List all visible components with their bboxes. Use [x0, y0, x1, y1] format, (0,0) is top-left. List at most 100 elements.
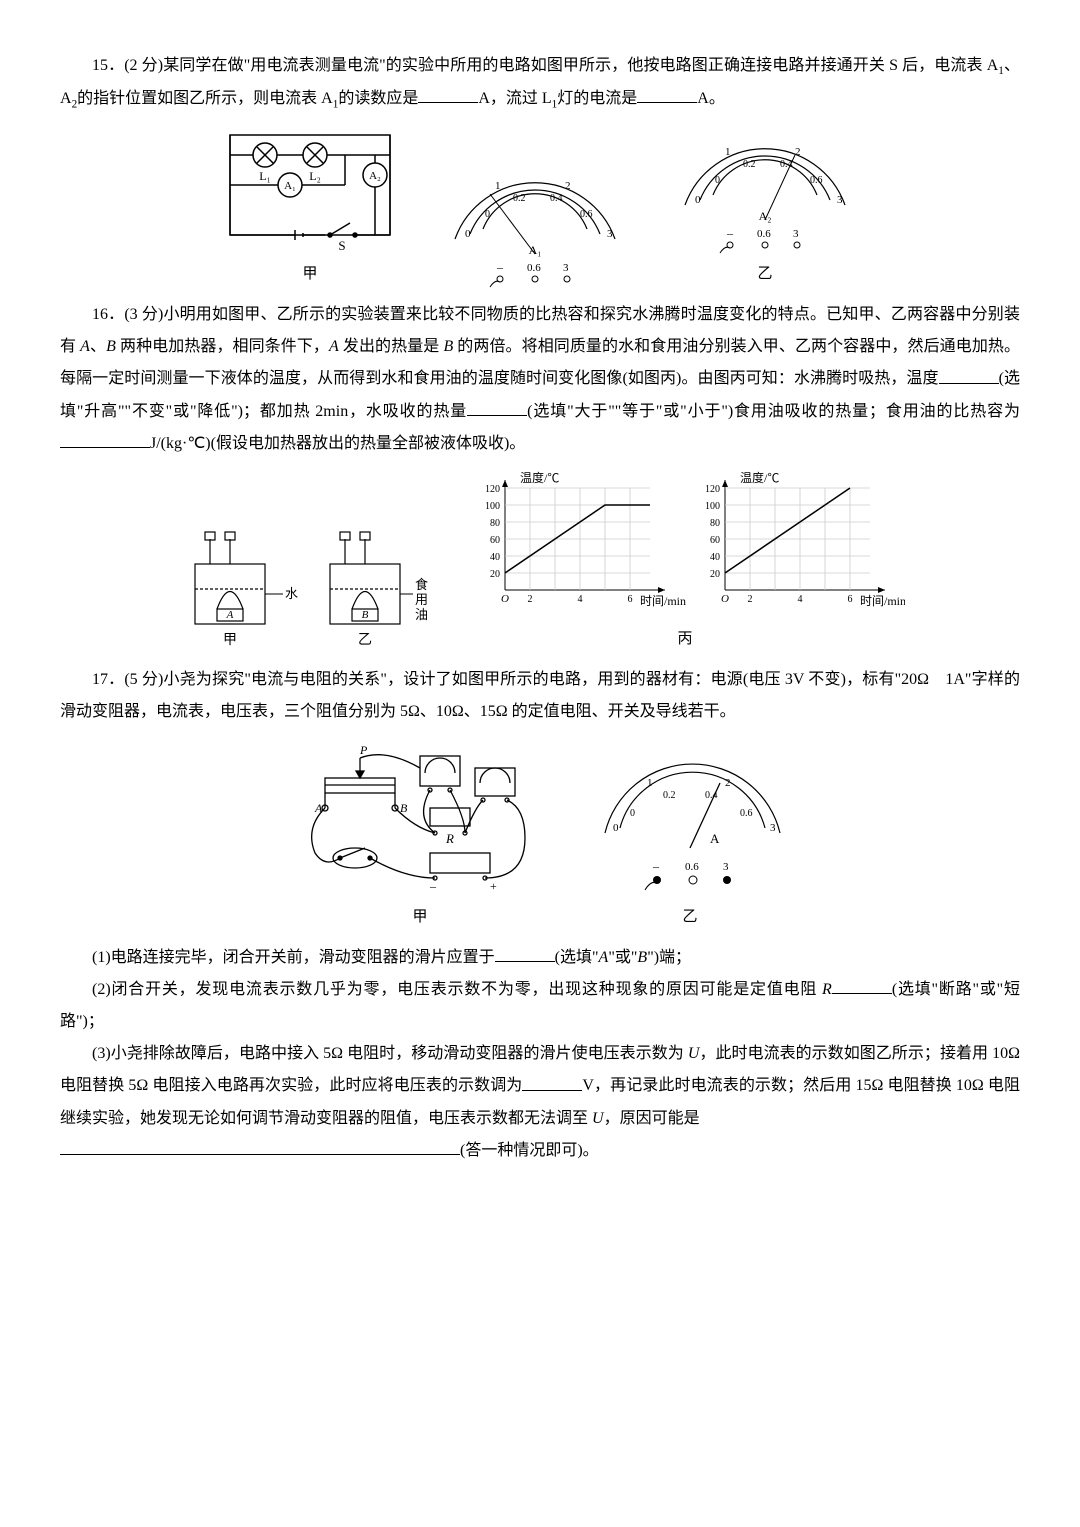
- svg-text:R: R: [445, 831, 454, 846]
- svg-text:O: O: [721, 593, 729, 605]
- svg-text:P: P: [359, 743, 368, 757]
- svg-text:–: –: [496, 260, 504, 274]
- svg-text:油: 油: [415, 607, 428, 622]
- svg-text:20: 20: [710, 569, 720, 580]
- svg-text:100: 100: [705, 501, 720, 512]
- svg-text:3: 3: [607, 228, 613, 240]
- svg-text:4: 4: [798, 594, 803, 605]
- blank: [60, 1135, 460, 1155]
- svg-text:–: –: [429, 879, 437, 893]
- svg-text:80: 80: [490, 518, 500, 529]
- q15-meter2: 0 1 2 3 0 0.2 0.4 0.6 A₂ – 0.6 3 乙: [665, 125, 865, 289]
- svg-text:2: 2: [725, 777, 731, 789]
- svg-text:B: B: [362, 609, 369, 621]
- svg-text:120: 120: [705, 484, 720, 495]
- svg-text:水: 水: [285, 586, 298, 601]
- svg-text:食: 食: [415, 577, 428, 592]
- svg-text:40: 40: [710, 552, 720, 563]
- q17-p3: (3)小尧排除故障后，电路中接入 5Ω 电阻时，移动滑动变阻器的滑片使电压表示数…: [60, 1038, 1020, 1134]
- q17-text: 17．(5 分)小尧为探究"电流与电阻的关系"，设计了如图甲所示的电路，用到的器…: [60, 664, 1020, 728]
- q15-meter1: 0 1 2 3 0 0.2 0.4 0.6 A₁ – 0.6 3: [435, 159, 635, 289]
- svg-text:S: S: [338, 238, 345, 253]
- q17-p2: (2)闭合开关，发现电流表示数几乎为零，电压表示数不为零，出现这种现象的原因可能…: [60, 974, 1020, 1038]
- blank: [637, 83, 697, 103]
- svg-text:+: +: [490, 879, 497, 893]
- q16-setup: 水 食 用 油 A B 甲 乙: [175, 524, 435, 654]
- svg-text:0.6: 0.6: [527, 262, 541, 274]
- svg-text:0.4: 0.4: [705, 790, 718, 801]
- q15-points: (2 分): [124, 57, 163, 74]
- svg-text:0.6: 0.6: [757, 228, 771, 240]
- svg-text:2: 2: [528, 594, 533, 605]
- svg-text:0.4: 0.4: [550, 193, 563, 204]
- svg-text:40: 40: [490, 552, 500, 563]
- q16-charts: 20 40 60 80 100 120 2 4 6 O 温度/℃ 时间/min: [465, 470, 905, 654]
- blank: [495, 942, 555, 962]
- svg-text:1: 1: [647, 777, 653, 789]
- svg-text:1: 1: [495, 180, 501, 192]
- blank: [467, 396, 527, 416]
- svg-text:B: B: [400, 801, 408, 815]
- q17-meter: 0 1 2 3 0 0.2 0.4 0.6 A – 0.6 3 乙: [585, 748, 795, 932]
- svg-text:0: 0: [715, 175, 720, 186]
- svg-text:L₂: L₂: [309, 169, 321, 183]
- svg-text:A₂: A₂: [759, 209, 772, 223]
- blank: [832, 974, 892, 994]
- svg-text:–: –: [652, 859, 660, 873]
- svg-text:–: –: [726, 226, 734, 240]
- svg-text:0.4: 0.4: [780, 159, 793, 170]
- svg-text:3: 3: [723, 861, 729, 873]
- svg-text:0.6: 0.6: [580, 209, 593, 220]
- blank: [522, 1070, 582, 1090]
- svg-text:用: 用: [415, 592, 428, 607]
- q15-figures: L₁ L₂ A₁ A₂ S 甲 0 1 2 3 0 0.2 0.4 0.6: [60, 125, 1020, 289]
- blank: [60, 428, 150, 448]
- svg-text:温度/℃: 温度/℃: [520, 470, 559, 485]
- svg-text:甲: 甲: [223, 633, 237, 648]
- svg-text:60: 60: [710, 535, 720, 546]
- svg-text:3: 3: [837, 194, 843, 206]
- svg-text:0: 0: [630, 808, 635, 819]
- svg-text:A₁: A₁: [284, 180, 296, 192]
- svg-text:时间/min: 时间/min: [860, 594, 905, 608]
- q16-text: 16．(3 分)小明用如图甲、乙所示的实验装置来比较不同物质的比热容和探究水沸腾…: [60, 299, 1020, 460]
- q16-number: 16．: [92, 306, 124, 323]
- svg-text:20: 20: [490, 569, 500, 580]
- svg-text:A: A: [314, 801, 323, 815]
- svg-text:0.2: 0.2: [743, 159, 756, 170]
- blank: [418, 83, 478, 103]
- svg-text:0: 0: [695, 194, 701, 206]
- svg-text:100: 100: [485, 501, 500, 512]
- svg-text:3: 3: [793, 228, 799, 240]
- svg-text:6: 6: [848, 594, 853, 605]
- q17-circuit: P A B R – + 甲: [285, 738, 555, 932]
- q15-circuit: L₁ L₂ A₁ A₂ S 甲: [215, 125, 405, 289]
- svg-text:O: O: [501, 593, 509, 605]
- svg-text:A₂: A₂: [369, 170, 381, 182]
- q17-p1: (1)电路连接完毕，闭合开关前，滑动变阻器的滑片应置于(选填"A"或"B")端；: [60, 942, 1020, 974]
- svg-text:80: 80: [710, 518, 720, 529]
- svg-text:时间/min: 时间/min: [640, 594, 686, 608]
- q16-figures: 水 食 用 油 A B 甲 乙: [60, 470, 1020, 654]
- svg-text:A₁: A₁: [529, 243, 542, 257]
- svg-text:0: 0: [613, 822, 619, 834]
- q17-p3-blank: (答一种情况即可)。: [60, 1135, 1020, 1167]
- svg-text:A: A: [710, 831, 720, 846]
- q15-text: 15．(2 分)某同学在做"用电流表测量电流"的实验中所用的电路如图甲所示，他按…: [60, 50, 1020, 115]
- blank: [939, 363, 999, 383]
- svg-text:2: 2: [565, 180, 571, 192]
- svg-text:0.6: 0.6: [685, 861, 699, 873]
- svg-text:L₁: L₁: [259, 169, 271, 183]
- svg-text:6: 6: [628, 594, 633, 605]
- svg-text:120: 120: [485, 484, 500, 495]
- svg-text:1: 1: [725, 146, 731, 158]
- svg-text:0.2: 0.2: [663, 790, 676, 801]
- svg-text:乙: 乙: [358, 632, 372, 648]
- svg-text:60: 60: [490, 535, 500, 546]
- q17-number: 17．: [92, 671, 124, 688]
- svg-text:3: 3: [563, 262, 569, 274]
- svg-text:0: 0: [465, 228, 471, 240]
- svg-text:0: 0: [485, 209, 490, 220]
- svg-text:2: 2: [795, 146, 801, 158]
- q15-number: 15．: [92, 57, 124, 74]
